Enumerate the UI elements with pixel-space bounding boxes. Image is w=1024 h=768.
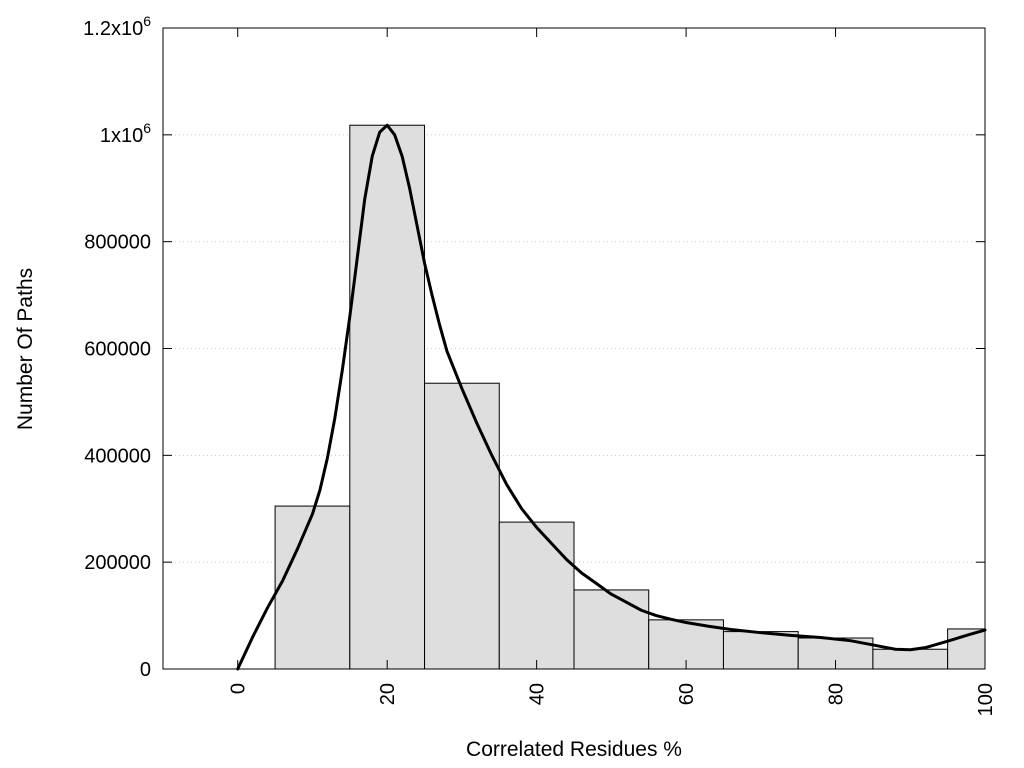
histogram-bar xyxy=(722,631,799,670)
y-tick-label: 400000 xyxy=(84,445,151,467)
histogram-bar xyxy=(274,505,351,670)
x-tick-label: 100 xyxy=(975,683,997,716)
histogram-bars xyxy=(274,124,986,670)
y-tick-label: 1.2x106 xyxy=(83,13,151,40)
density-curve-line xyxy=(236,123,987,671)
y-tick-label: 200000 xyxy=(84,552,151,574)
x-axis-ticks: 0 20 40 60 80 100 xyxy=(228,28,997,716)
grid-lines xyxy=(163,134,985,563)
x-tick-label: 20 xyxy=(377,683,399,705)
histogram-bar xyxy=(872,648,949,670)
x-tick-label: 40 xyxy=(527,683,549,705)
y-tick-label: 600000 xyxy=(84,339,151,361)
x-axis-label: Correlated Residues % xyxy=(466,738,682,761)
x-tick-label: 60 xyxy=(676,683,698,705)
y-tick-label: 800000 xyxy=(84,232,151,254)
y-tick-label: 0 xyxy=(140,659,151,681)
x-tick-label: 80 xyxy=(826,683,848,705)
y-axis-label: Number Of Paths xyxy=(14,268,37,430)
x-tick-label: 0 xyxy=(228,683,250,694)
histogram-bar xyxy=(424,382,500,670)
histogram-bar xyxy=(573,589,650,670)
density-curve xyxy=(236,123,987,671)
y-tick-label: 1x106 xyxy=(100,120,151,147)
y-axis-ticks: 0 200000 400000 600000 800000 1x106 1.2x106 xyxy=(83,13,985,681)
histogram-bar xyxy=(498,521,575,670)
